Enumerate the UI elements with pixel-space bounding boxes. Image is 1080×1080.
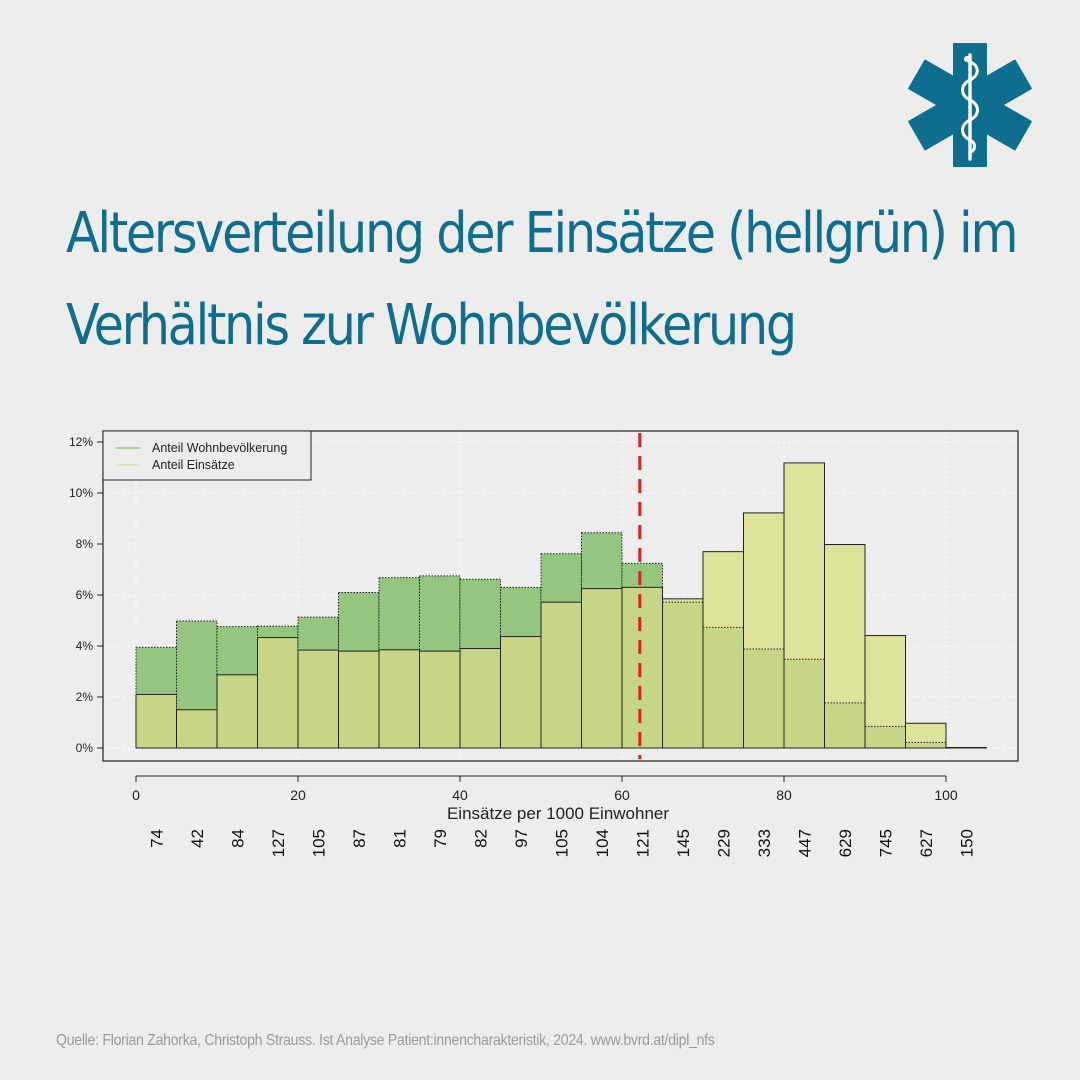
legend-label-population: Anteil Wohnbevölkerung (152, 441, 287, 455)
bar-overlap-8 (460, 648, 501, 748)
legend-box (102, 430, 312, 481)
ratio-label-8: 82 (471, 829, 490, 848)
x-tick-label-3: 60 (614, 787, 630, 803)
y-tick-label-6: 12% (69, 435, 93, 449)
plot-frame (102, 430, 1019, 762)
x-tick-label-2: 40 (452, 787, 468, 803)
bar-excess-11 (581, 532, 622, 589)
bar-overlap-13 (662, 602, 703, 748)
bar-overlap-18 (865, 726, 906, 748)
bar-overlap-4 (298, 650, 339, 748)
x-axis-label: Einsätze per 1000 Einwohner (447, 804, 669, 823)
ratio-label-19: 627 (917, 829, 936, 857)
bar-excess-1 (176, 621, 217, 710)
bar-excess-7 (419, 575, 460, 652)
y-tick-label-3: 6% (76, 588, 94, 602)
bar-excess-14 (703, 551, 744, 628)
bar-excess-16 (784, 462, 825, 660)
title-line-2: Verhältnis zur Wohnbevölkerung (66, 293, 797, 358)
ratio-label-13: 145 (674, 829, 693, 857)
bar-overlap-2 (217, 674, 258, 748)
bar-overlap-17 (824, 702, 865, 748)
ratio-label-18: 745 (876, 829, 895, 857)
ratio-label-14: 229 (714, 829, 733, 857)
x-tick-label-0: 0 (132, 787, 140, 803)
ratio-label-11: 104 (593, 829, 612, 857)
bar-overlap-16 (784, 659, 825, 748)
bar-overlap-6 (379, 649, 420, 748)
ratio-label-5: 87 (350, 829, 369, 848)
bar-excess-0 (136, 647, 177, 695)
x-tick-label-4: 80 (776, 787, 792, 803)
ratio-label-15: 333 (755, 829, 774, 857)
bar-excess-5 (338, 592, 379, 652)
ratio-label-16: 447 (795, 829, 814, 857)
x-tick-label-1: 20 (290, 787, 306, 803)
bar-population-1 (176, 620, 218, 749)
source-citation: Quelle: Florian Zahorka, Christoph Strau… (56, 1032, 715, 1049)
ratio-label-6: 81 (390, 829, 409, 848)
ratio-label-7: 79 (431, 829, 450, 848)
bar-excess-4 (298, 617, 339, 651)
y-tick-label-2: 4% (76, 639, 94, 653)
bar-overlap-3 (257, 637, 298, 748)
bar-overlap-10 (541, 602, 582, 748)
ratio-label-2: 84 (228, 829, 247, 848)
y-tick-label-5: 10% (69, 486, 93, 500)
bar-einsaetze-19 (905, 722, 947, 749)
bar-overlap-9 (500, 636, 541, 748)
bar-overlap-15 (743, 649, 784, 748)
bar-overlap-19 (905, 742, 946, 748)
y-tick-label-4: 8% (76, 537, 94, 551)
bar-excess-2 (217, 626, 258, 675)
ratio-label-20: 150 (957, 829, 976, 857)
ratio-label-12: 121 (633, 829, 652, 857)
bar-overlap-5 (338, 651, 379, 748)
bar-excess-9 (500, 587, 541, 637)
bar-excess-19 (905, 723, 946, 743)
ratio-label-0: 74 (147, 829, 166, 848)
bar-excess-8 (460, 579, 501, 649)
bar-overlap-14 (703, 627, 744, 748)
bar-excess-18 (865, 635, 906, 727)
legend-label-einsaetze: Anteil Einsätze (152, 458, 235, 472)
bar-excess-13 (662, 598, 703, 603)
bar-excess-6 (379, 577, 420, 650)
bar-overlap-12 (622, 587, 663, 748)
ratio-label-17: 629 (836, 829, 855, 857)
bar-excess-15 (743, 512, 784, 650)
bar-excess-10 (541, 553, 582, 603)
star-of-life-logo (908, 43, 1032, 167)
y-tick-label-1: 2% (76, 690, 94, 704)
ratio-label-9: 97 (512, 829, 531, 848)
rod-of-asclepius-icon (961, 53, 979, 161)
bar-einsaetze-20 (945, 746, 987, 749)
bar-overlap-11 (581, 588, 622, 748)
histogram-chart: 0% 2% 4% 6% 8% 10% 12% 0 20 40 60 80 100 Einsätze per… (69, 430, 1019, 857)
ratio-label-4: 105 (309, 829, 328, 857)
ratio-label-10: 105 (552, 829, 571, 857)
ratio-label-1: 42 (188, 829, 207, 848)
bar-overlap-1 (176, 709, 217, 748)
y-tick-label-0: 0% (76, 741, 94, 755)
bar-excess-12 (622, 563, 663, 588)
page-title: Altersverteilung der Einsätze (hellgrün)… (66, 188, 1018, 372)
bar-excess-3 (257, 626, 298, 638)
title-line-1: Altersverteilung der Einsätze (hellgrün)… (66, 201, 1018, 266)
bar-einsaetze-18 (864, 635, 906, 749)
bar-excess-17 (824, 544, 865, 703)
x-tick-label-5: 100 (934, 787, 958, 803)
bar-overlap-7 (419, 651, 460, 748)
ratio-label-3: 127 (269, 829, 288, 857)
bar-overlap-0 (136, 694, 177, 748)
